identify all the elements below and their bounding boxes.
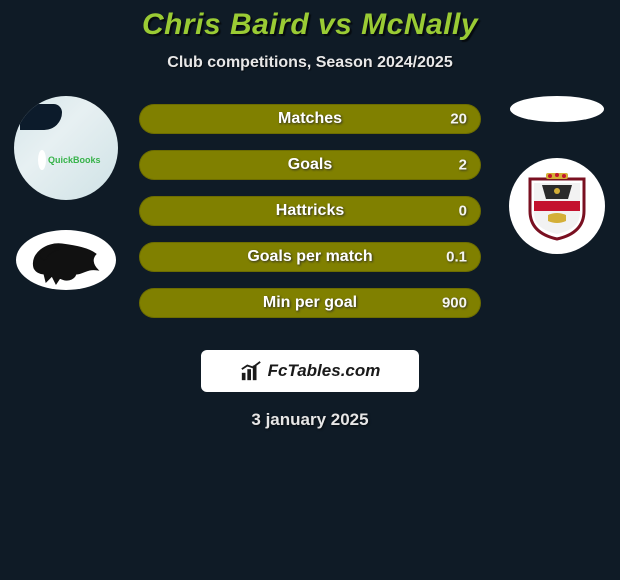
stat-bars: Matches 20 Goals 2 Hattricks 0 Goals per match… [139, 102, 481, 318]
brand-box: FcTables.com [201, 350, 419, 392]
player1-jersey: QuickBooks [14, 96, 118, 200]
stat-label: Goals per match [247, 248, 372, 266]
stat-bar: Matches 20 [139, 104, 481, 134]
bars-chart-icon [240, 360, 262, 382]
stat-label: Hattricks [276, 202, 344, 220]
stat-value-right: 20 [450, 111, 467, 128]
sponsor-text: QuickBooks [48, 155, 101, 165]
player2-placeholder [510, 96, 604, 122]
page-subtitle: Club competitions, Season 2024/2025 [0, 54, 620, 72]
jersey-sponsor: QuickBooks [38, 144, 96, 176]
stat-value-right: 0.1 [446, 249, 467, 266]
team2-crest [509, 158, 605, 254]
stat-bar: Goals 2 [139, 150, 481, 180]
stat-label: Matches [278, 110, 342, 128]
stat-value-right: 2 [459, 157, 467, 174]
root: Chris Baird vs McNally Club competitions… [0, 0, 620, 430]
comparison-panel: QuickBooks [0, 102, 620, 342]
stat-bar: Goals per match 0.1 [139, 242, 481, 272]
stat-value-right: 900 [442, 295, 467, 312]
right-column [502, 96, 612, 254]
brand-text: FcTables.com [268, 361, 381, 381]
stat-bar: Min per goal 900 [139, 288, 481, 318]
page-title: Chris Baird vs McNally [0, 8, 620, 42]
stat-bar: Hattricks 0 [139, 196, 481, 226]
stat-value-right: 0 [459, 203, 467, 220]
shield-icon [526, 171, 588, 241]
stat-label: Min per goal [263, 294, 357, 312]
sponsor-logo-icon [38, 150, 46, 170]
date-text: 3 january 2025 [0, 410, 620, 430]
stat-label: Goals [288, 156, 332, 174]
left-column: QuickBooks [6, 96, 126, 290]
ram-icon [26, 234, 106, 286]
team1-crest [16, 230, 116, 290]
